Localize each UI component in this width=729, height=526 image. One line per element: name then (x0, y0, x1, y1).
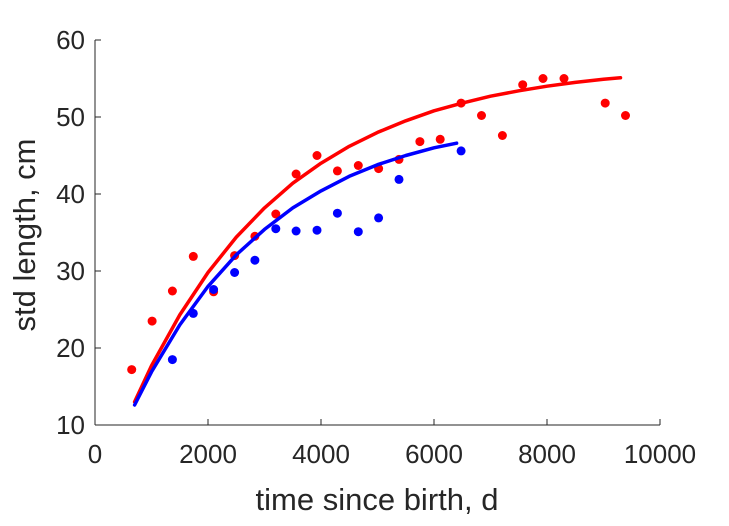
data-point (250, 255, 260, 265)
y-ticks: 10 20 30 40 50 60 (56, 25, 101, 440)
data-point (230, 268, 240, 277)
data-point (188, 308, 198, 318)
fit-curve (132, 141, 459, 407)
y-tick-label: 10 (56, 410, 85, 440)
data-point (415, 137, 425, 147)
data-point (538, 74, 548, 83)
data-point (477, 111, 486, 120)
data-point (559, 74, 569, 83)
data-point (332, 208, 342, 218)
y-tick-label: 50 (56, 102, 85, 132)
x-tick-label: 4000 (292, 439, 350, 469)
data-point (312, 151, 322, 160)
data-point (456, 98, 466, 108)
y-axis-label: std length, cm (7, 139, 42, 332)
data-point (621, 111, 630, 120)
data-point (497, 131, 507, 140)
data-point (332, 166, 342, 176)
data-point (167, 286, 177, 296)
y-tick-label: 30 (56, 256, 85, 286)
x-tick-label: 0 (88, 439, 102, 469)
data-point (312, 225, 322, 235)
y-tick-label: 60 (56, 25, 85, 55)
x-tick-label: 8000 (518, 439, 576, 469)
data-point (394, 174, 404, 184)
series-1 (127, 74, 630, 404)
data-point (271, 224, 281, 234)
x-tick-label: 10000 (624, 439, 696, 469)
series-2 (132, 141, 466, 407)
x-ticks: 0 2000 4000 6000 8000 10000 (88, 419, 696, 469)
axes (94, 40, 660, 426)
y-tick-label: 20 (56, 333, 85, 363)
data-point (291, 169, 301, 179)
data-point (291, 226, 301, 236)
x-tick-label: 6000 (405, 439, 463, 469)
data-point (167, 355, 177, 365)
data-point (518, 80, 528, 90)
data-point (374, 213, 384, 223)
fit-curve (132, 75, 623, 404)
x-axis-label: time since birth, d (256, 482, 499, 517)
data-point (353, 161, 363, 170)
data-point (435, 134, 445, 144)
series-layer (127, 74, 630, 407)
data-point (271, 209, 281, 219)
data-point (353, 227, 363, 237)
y-tick-label: 40 (56, 179, 85, 209)
data-point (147, 316, 157, 326)
data-point (127, 365, 137, 375)
data-point (188, 251, 198, 261)
x-tick-label: 2000 (179, 439, 237, 469)
data-point (600, 98, 610, 108)
data-point (456, 146, 466, 156)
data-point (209, 285, 219, 294)
